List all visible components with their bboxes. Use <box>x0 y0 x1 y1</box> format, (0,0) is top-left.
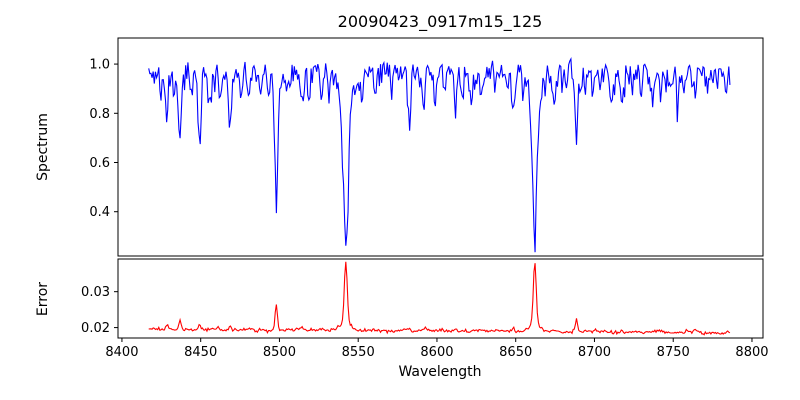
error-line <box>148 261 731 336</box>
spectrum-y-tick-label: 0.8 <box>89 107 110 122</box>
spectrum-y-tick-label: 0.4 <box>89 205 110 220</box>
plot-layer: 8400 8450 8500 8550 8600 8650 8700 8750 8800 0.4 0… <box>81 37 769 360</box>
x-tick-label: 8500 <box>263 345 296 360</box>
x-tick-label: 8700 <box>578 345 611 360</box>
error-y-tick-label: 0.02 <box>81 321 110 336</box>
x-tick-label: 8650 <box>499 345 532 360</box>
x-tick-label: 8600 <box>420 345 453 360</box>
x-axis-label: Wavelength <box>398 364 481 380</box>
x-tick-label: 8400 <box>105 345 138 360</box>
x-tick-label: 8550 <box>342 345 375 360</box>
spectrum-line <box>148 57 731 253</box>
x-tick-label: 8800 <box>735 345 768 360</box>
error-y-tick-label: 0.03 <box>81 285 110 300</box>
x-tick-label: 8450 <box>184 345 217 360</box>
x-tick-label: 8750 <box>657 345 690 360</box>
chart-title: 20090423_0917m15_125 <box>338 12 543 32</box>
spectrum-y-tick-label: 1.0 <box>89 58 110 73</box>
error-axes-border <box>117 258 764 339</box>
spectrum-y-axis-label: Spectrum <box>35 113 51 181</box>
spectrum-axes-border <box>117 37 764 257</box>
error-y-axis-label: Error <box>35 282 51 316</box>
spectrum-y-tick-label: 0.6 <box>89 156 110 171</box>
